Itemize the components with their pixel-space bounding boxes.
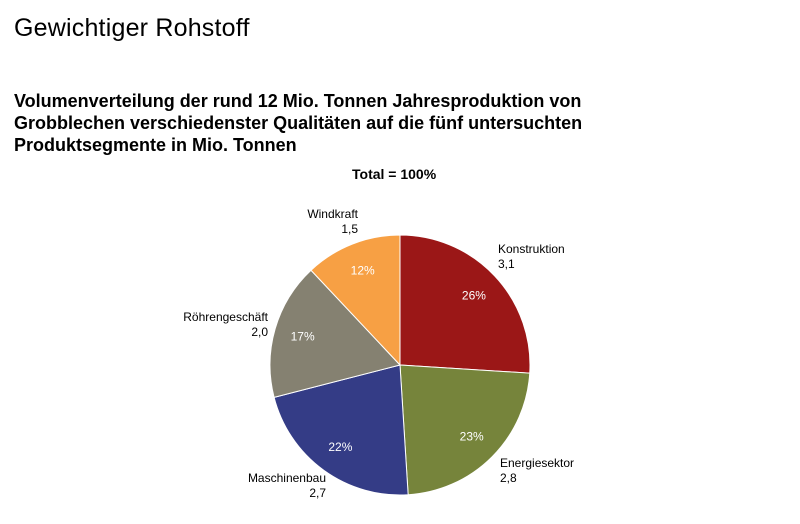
slice-percent-label: 17% xyxy=(291,330,315,344)
pie-slice-konstruktion xyxy=(399,234,531,374)
slice-percent-label: 23% xyxy=(460,430,484,444)
slice-category-label: Energiesektor xyxy=(500,456,574,470)
slice-percent-label: 12% xyxy=(351,264,375,278)
chart-subtitle: Volumenverteilung der rund 12 Mio. Tonne… xyxy=(14,90,694,156)
slice-value-label: 2,8 xyxy=(500,471,517,485)
subtitle-line-3: Produktsegmente in Mio. Tonnen xyxy=(14,135,297,155)
slice-value-label: 1,5 xyxy=(341,222,358,236)
pie-slice-maschinenbau xyxy=(273,364,409,496)
slice-percent-label: 26% xyxy=(462,289,486,303)
page-title: Gewichtiger Rohstoff xyxy=(14,14,250,42)
subtitle-line-1: Volumenverteilung der rund 12 Mio. Tonne… xyxy=(14,91,582,111)
slice-category-label: Konstruktion xyxy=(498,242,565,256)
subtitle-line-2: Grobblechen verschiedenster Qualitäten a… xyxy=(14,113,583,133)
slice-category-label: Röhrengeschäft xyxy=(183,310,268,324)
slice-category-label: Windkraft xyxy=(307,207,358,221)
slice-percent-label: 22% xyxy=(328,440,352,454)
slice-value-label: 3,1 xyxy=(498,257,515,271)
pie-slice-windkraft xyxy=(310,234,401,367)
pie-slice-energiesektor xyxy=(399,364,531,496)
pie-slice-r-hrengesch-ft xyxy=(269,269,401,398)
slice-category-label: Maschinenbau xyxy=(248,471,326,485)
slice-value-label: 2,7 xyxy=(309,486,326,500)
slice-value-label: 2,0 xyxy=(251,325,268,339)
chart-title: Total = 100% xyxy=(352,166,437,182)
